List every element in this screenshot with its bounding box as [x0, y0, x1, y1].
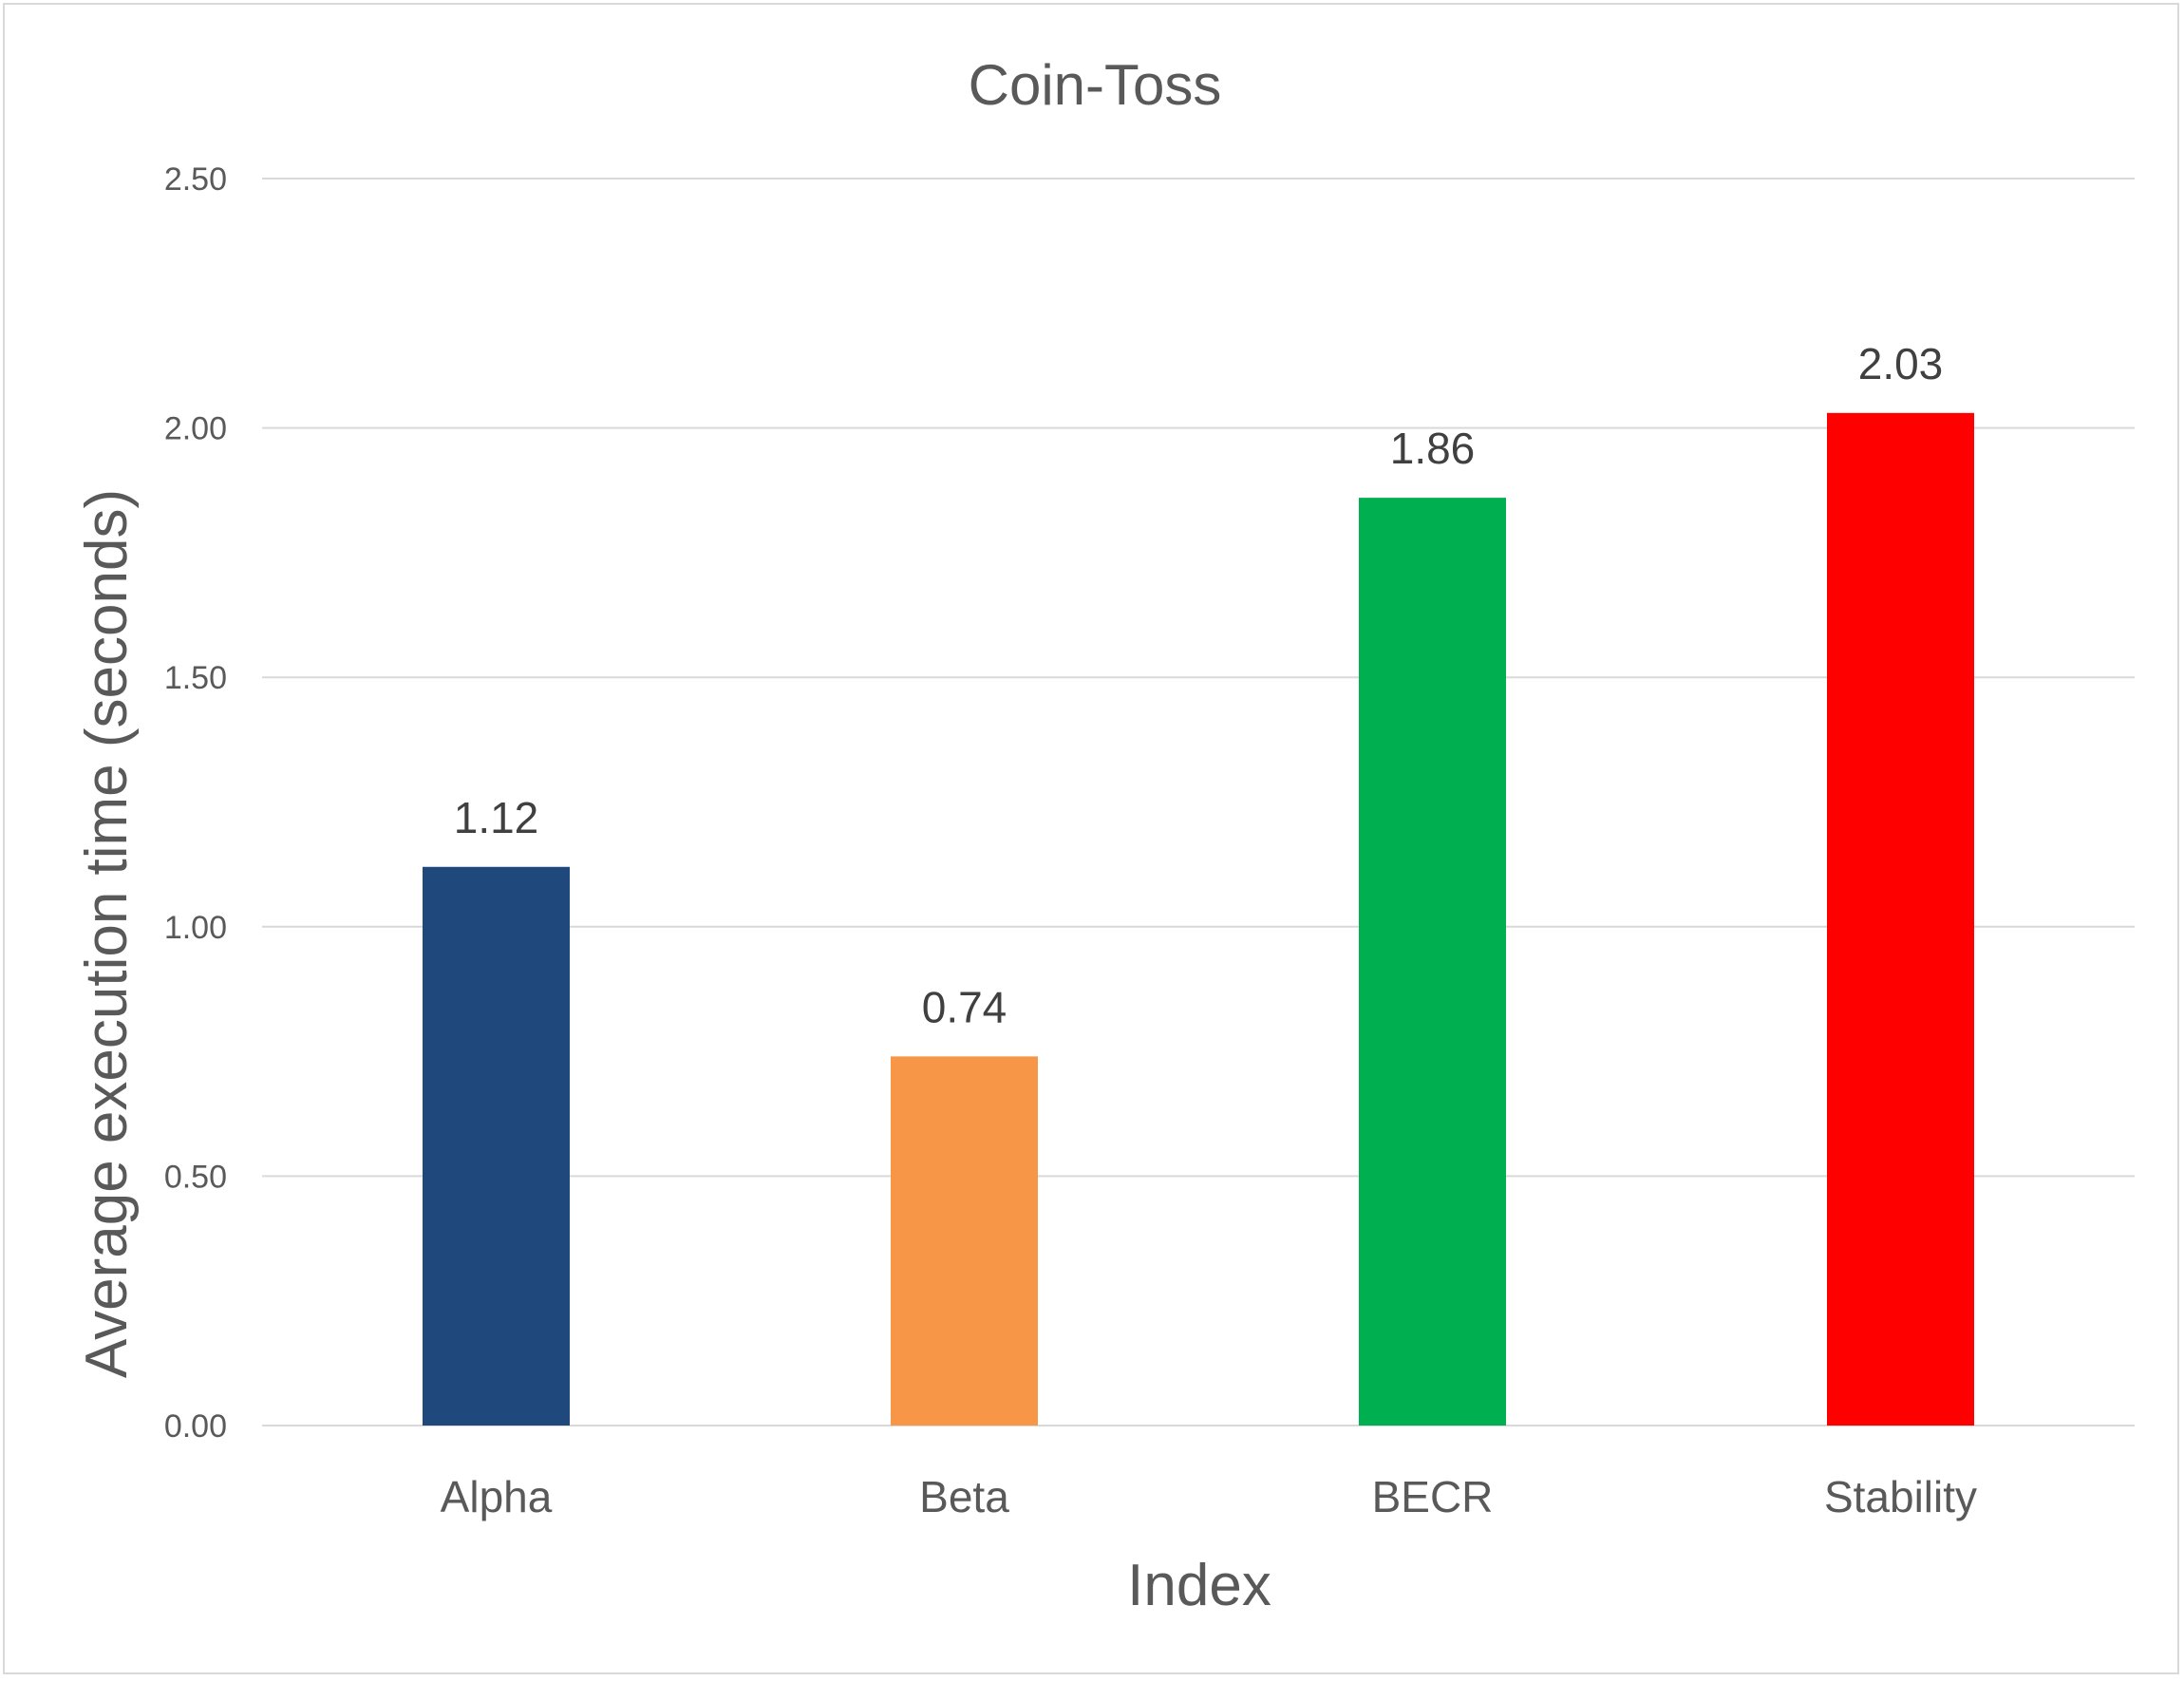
x-category-label: BECR — [1372, 1472, 1494, 1521]
bar-stability — [1827, 412, 1974, 1426]
y-axis-title: Average execution time (seconds) — [74, 489, 140, 1378]
bar-beta — [891, 1056, 1038, 1426]
y-tick-label: 0.50 — [164, 1159, 227, 1195]
x-category-label: Beta — [919, 1472, 1009, 1521]
data-label: 0.74 — [922, 982, 1007, 1031]
x-axis-categories: Alpha Beta BECR Stability — [441, 1472, 1977, 1521]
y-axis-ticks: 0.00 0.50 1.00 1.50 2.00 2.50 — [164, 161, 227, 1445]
chart-title: Coin-Toss — [969, 53, 1222, 117]
y-tick-label: 0.00 — [164, 1408, 227, 1445]
y-tick-label: 1.00 — [164, 910, 227, 946]
bar-chart: Coin-Toss 0.00 0.50 1.00 1.50 2.00 2.50 1.12 0… — [74, 53, 2135, 1618]
bars — [423, 412, 1974, 1426]
bar-becr — [1359, 498, 1506, 1426]
data-label: 1.12 — [454, 793, 539, 842]
y-tick-label: 2.00 — [164, 411, 227, 447]
data-label: 1.86 — [1390, 424, 1476, 473]
data-labels: 1.12 0.74 1.86 2.03 — [454, 339, 1944, 1032]
x-category-label: Alpha — [441, 1472, 553, 1521]
data-label: 2.03 — [1858, 339, 1944, 388]
x-axis-title: Index — [1127, 1553, 1271, 1618]
y-tick-label: 2.50 — [164, 161, 227, 198]
x-category-label: Stability — [1824, 1472, 1977, 1521]
chart-frame: Coin-Toss 0.00 0.50 1.00 1.50 2.00 2.50 1.12 0… — [3, 3, 2179, 1674]
y-tick-label: 1.50 — [164, 660, 227, 696]
bar-alpha — [423, 866, 570, 1426]
gridlines — [262, 178, 2135, 1426]
